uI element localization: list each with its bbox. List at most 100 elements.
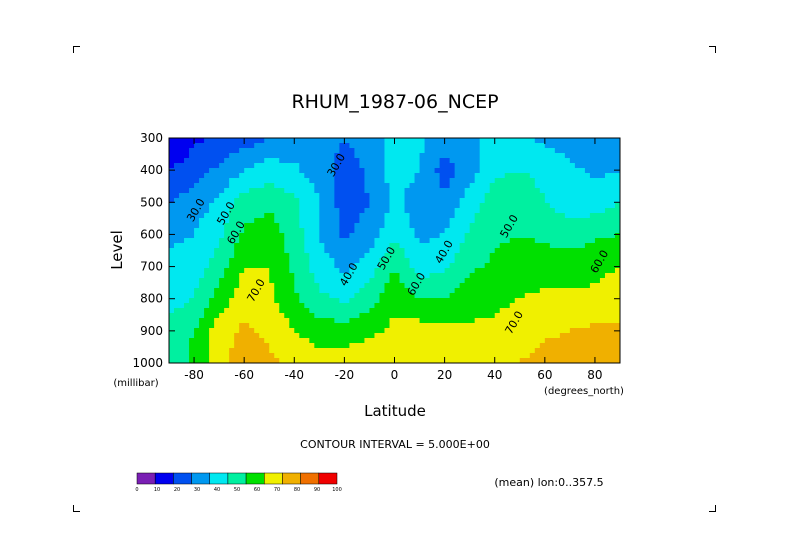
contour-cell bbox=[324, 298, 330, 304]
contour-cell bbox=[234, 143, 240, 149]
contour-cell bbox=[279, 193, 285, 199]
contour-cell bbox=[169, 183, 175, 189]
contour-cell bbox=[389, 293, 396, 299]
contour-cell bbox=[569, 198, 576, 204]
contour-cell bbox=[324, 313, 330, 319]
contour-cell bbox=[404, 158, 411, 164]
contour-cell bbox=[289, 348, 295, 354]
contour-cell bbox=[374, 173, 381, 179]
contour-cell bbox=[499, 168, 506, 174]
contour-cell bbox=[469, 303, 476, 309]
contour-cell bbox=[389, 343, 396, 349]
contour-cell bbox=[569, 218, 576, 224]
contour-cell bbox=[614, 303, 620, 309]
contour-cell bbox=[399, 313, 406, 319]
contour-cell bbox=[344, 198, 350, 204]
contour-cell bbox=[309, 248, 315, 254]
contour-cell bbox=[404, 143, 411, 149]
contour-cell bbox=[414, 353, 421, 359]
contour-cell bbox=[499, 228, 506, 234]
contour-cell bbox=[579, 268, 586, 274]
contour-cell bbox=[499, 298, 506, 304]
contour-cell bbox=[424, 313, 431, 319]
contour-cell bbox=[419, 323, 426, 329]
contour-cell bbox=[389, 323, 396, 329]
contour-cell bbox=[234, 253, 240, 259]
contour-cell bbox=[204, 178, 210, 184]
contour-cell bbox=[514, 333, 521, 339]
contour-cell bbox=[274, 258, 280, 264]
contour-cell bbox=[359, 183, 366, 189]
contour-cell bbox=[254, 353, 260, 359]
contour-cell bbox=[459, 153, 466, 159]
contour-cell bbox=[509, 263, 516, 269]
contour-cell bbox=[599, 138, 606, 144]
contour-cell bbox=[224, 193, 230, 199]
contour-cell bbox=[449, 248, 456, 254]
contour-cell bbox=[584, 338, 591, 344]
contour-cell bbox=[544, 183, 551, 189]
contour-cell bbox=[389, 263, 396, 269]
contour-cell bbox=[304, 143, 310, 149]
contour-cell bbox=[459, 283, 466, 289]
contour-cell bbox=[594, 328, 601, 334]
contour-cell bbox=[599, 283, 606, 289]
contour-cell bbox=[439, 358, 446, 363]
contour-cell bbox=[334, 158, 340, 164]
contour-cell bbox=[354, 263, 361, 269]
contour-cell bbox=[469, 208, 476, 214]
colorbar-level-label: 60 bbox=[254, 487, 260, 493]
contour-cell bbox=[329, 163, 335, 169]
contour-cell bbox=[219, 243, 225, 249]
contour-cell bbox=[474, 233, 481, 239]
contour-cell bbox=[524, 163, 531, 169]
contour-cell bbox=[174, 193, 180, 199]
contour-cell bbox=[514, 253, 521, 259]
contour-cell bbox=[199, 288, 205, 294]
contour-cell bbox=[509, 163, 516, 169]
contour-cell bbox=[534, 193, 541, 199]
contour-cell bbox=[349, 293, 356, 299]
contour-cell bbox=[374, 358, 381, 363]
contour-cell bbox=[484, 263, 491, 269]
contour-cell bbox=[544, 173, 551, 179]
contour-cell bbox=[274, 338, 280, 344]
contour-cell bbox=[469, 213, 476, 219]
contour-cell bbox=[474, 248, 481, 254]
contour-cell bbox=[379, 223, 386, 229]
contour-cell bbox=[579, 273, 586, 279]
contour-cell bbox=[589, 283, 596, 289]
contour-cell bbox=[474, 278, 481, 284]
contour-cell bbox=[439, 328, 446, 334]
contour-cell bbox=[334, 313, 340, 319]
contour-cell bbox=[609, 343, 616, 349]
contour-cell bbox=[279, 328, 285, 334]
contour-cell bbox=[539, 218, 546, 224]
contour-cell bbox=[424, 253, 431, 259]
contour-cell bbox=[209, 268, 215, 274]
contour-cell bbox=[414, 243, 421, 249]
contour-cell bbox=[384, 278, 391, 284]
contour-cell bbox=[334, 268, 340, 274]
contour-cell bbox=[434, 248, 441, 254]
contour-cell bbox=[169, 283, 175, 289]
contour-cell bbox=[304, 173, 310, 179]
contour-cell bbox=[314, 173, 320, 179]
contour-cell bbox=[534, 258, 541, 264]
contour-cell bbox=[374, 328, 381, 334]
contour-cell bbox=[309, 263, 315, 269]
contour-cell bbox=[374, 288, 381, 294]
contour-cell bbox=[434, 318, 441, 324]
contour-cell bbox=[469, 278, 476, 284]
contour-cell bbox=[529, 358, 536, 363]
contour-cell bbox=[304, 243, 310, 249]
contour-cell bbox=[404, 228, 411, 234]
contour-cell bbox=[224, 253, 230, 259]
contour-cell bbox=[599, 313, 606, 319]
contour-cell bbox=[464, 358, 471, 363]
contour-cell bbox=[189, 348, 195, 354]
contour-cell bbox=[259, 348, 265, 354]
contour-cell bbox=[349, 243, 356, 249]
contour-cell bbox=[539, 318, 546, 324]
contour-cell bbox=[204, 218, 210, 224]
